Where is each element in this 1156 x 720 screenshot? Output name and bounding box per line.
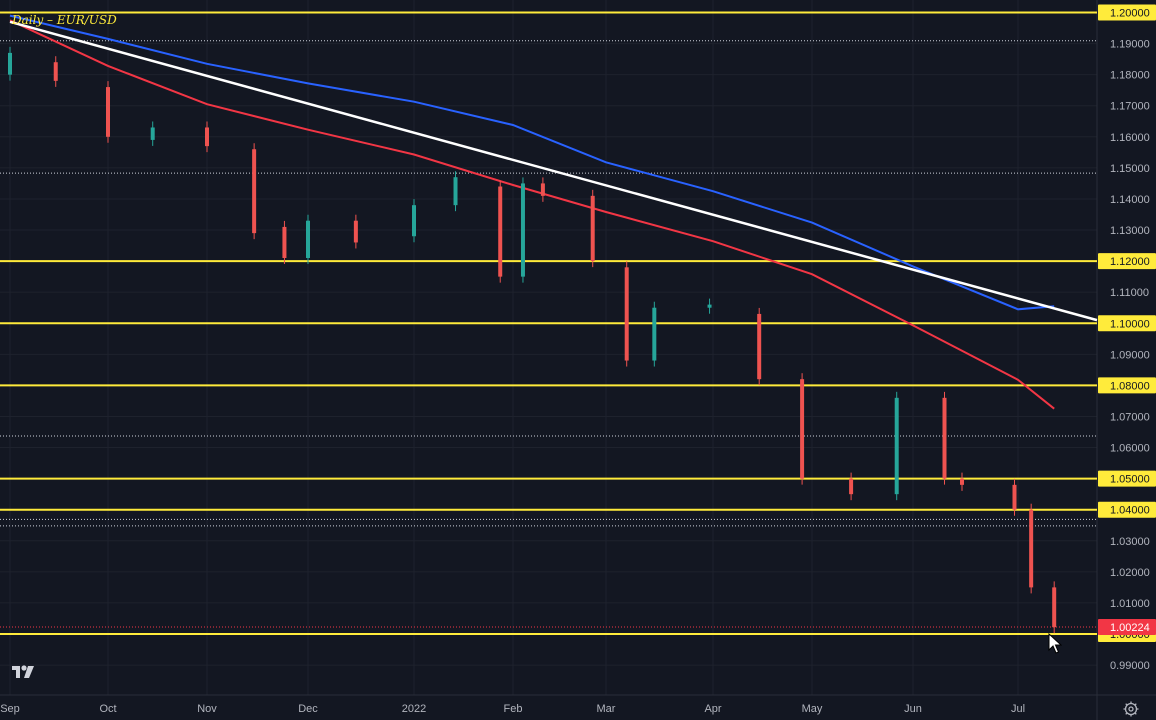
- level-price-tag-label: 1.12000: [1110, 256, 1150, 268]
- candle-body: [453, 177, 458, 206]
- level-price-tag-label: 1.08000: [1110, 380, 1150, 392]
- time-tick-label: Mar: [597, 703, 616, 715]
- chart-title: Daily – EUR/USD: [12, 13, 117, 27]
- time-tick-label: 2022: [402, 703, 426, 715]
- time-tick-label: Dec: [298, 703, 318, 715]
- candle-body: [652, 307, 657, 361]
- candle-body: [960, 478, 964, 485]
- level-price-tag: [1098, 315, 1156, 332]
- time-tick-label: Jul: [1011, 703, 1025, 715]
- price-tick-label: 1.06000: [1110, 443, 1150, 455]
- candle-body: [590, 195, 595, 262]
- candle-body: [1012, 484, 1017, 510]
- candle-body: [150, 127, 155, 140]
- candle-body: [942, 397, 947, 479]
- candle-body: [894, 397, 899, 495]
- candle-body: [520, 183, 525, 277]
- candle-body: [106, 87, 110, 137]
- price-tick-label: 1.02000: [1110, 567, 1150, 579]
- candle-body: [8, 52, 12, 75]
- candle-body: [53, 62, 58, 81]
- candle-body: [353, 220, 358, 243]
- candle-body: [624, 267, 629, 361]
- time-tick-label: Apr: [704, 703, 721, 715]
- last-price-label: 1.00224: [1110, 622, 1150, 634]
- price-tick-label: 1.17000: [1110, 101, 1150, 113]
- price-tick-label: 1.14000: [1110, 194, 1150, 206]
- moving-average-line: [9, 19, 1055, 410]
- price-tick-label: 0.99000: [1110, 660, 1150, 672]
- level-price-tag-label: 1.20000: [1110, 8, 1150, 20]
- price-tick-label: 1.09000: [1110, 349, 1150, 361]
- cursor-arrow-icon: [1048, 633, 1062, 654]
- price-axis[interactable]: 1.19000 1.18000 1.17000 1.16000 1.15000 1.140…: [1098, 4, 1156, 673]
- price-tick-label: 1.19000: [1110, 39, 1150, 51]
- last-price-tag: [1098, 619, 1156, 636]
- time-tick-label: May: [802, 703, 823, 715]
- candle-body: [412, 205, 416, 237]
- price-tick-label: 1.15000: [1110, 163, 1150, 175]
- price-tick-label: 1.18000: [1110, 70, 1150, 82]
- time-axis[interactable]: Sep Oct Nov Dec 2022 Feb Mar Apr May Jun Jul: [0, 703, 1025, 715]
- levels-layer: [0, 11, 1097, 635]
- price-tick-label: 1.11000: [1110, 287, 1149, 299]
- level-price-tag-label: 1.05000: [1110, 474, 1150, 486]
- level-price-tag-label: 1.04000: [1110, 505, 1150, 517]
- level-price-tag: [1098, 470, 1156, 487]
- time-tick-label: Jun: [904, 703, 922, 715]
- candles: [8, 46, 1057, 634]
- time-tick-label: Oct: [99, 703, 116, 715]
- price-axis-bg: [1097, 0, 1156, 720]
- candle-body: [757, 313, 762, 380]
- candle-body: [252, 149, 257, 234]
- price-tick-label: 1.03000: [1110, 536, 1150, 548]
- level-price-tag: [1098, 4, 1156, 21]
- candle-body: [849, 478, 854, 495]
- price-tick-label: 1.16000: [1110, 132, 1150, 144]
- candle-body: [498, 186, 503, 277]
- time-tick-label: Nov: [197, 703, 217, 715]
- candle-body: [1029, 509, 1034, 588]
- level-price-tag-label: 1.10000: [1110, 318, 1150, 330]
- time-tick-label: Sep: [0, 703, 20, 715]
- candle-body: [205, 127, 209, 147]
- candle-body: [1052, 587, 1057, 628]
- candle-body: [282, 226, 287, 258]
- price-tick-label: 1.01000: [1110, 598, 1150, 610]
- trendline-layer: [9, 20, 1098, 322]
- candle-body: [540, 183, 545, 196]
- level-price-tag: [1098, 253, 1156, 270]
- candle-body: [707, 304, 712, 308]
- gear-icon[interactable]: [1122, 700, 1140, 718]
- price-tick-label: 1.07000: [1110, 411, 1150, 423]
- level-price-tag: [1098, 501, 1156, 518]
- price-tick-label: 1.13000: [1110, 225, 1150, 237]
- time-tick-label: Feb: [504, 703, 523, 715]
- candle-body: [306, 220, 310, 258]
- candle-body: [800, 379, 805, 479]
- level-price-tag: [1098, 377, 1156, 394]
- tradingview-logo-icon: [12, 665, 34, 678]
- trendline: [9, 20, 1098, 322]
